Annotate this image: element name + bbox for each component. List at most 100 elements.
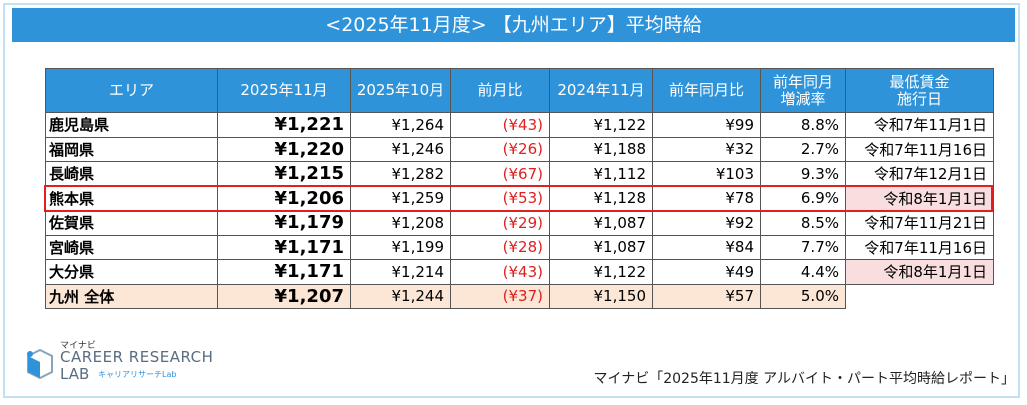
table-body: 鹿児島県 ¥1,221 ¥1,264 (¥43) ¥1,122 ¥99 8.8% 令和7年11…: [45, 112, 994, 309]
table-cell: ¥1,208: [350, 210, 451, 236]
table-cell: ¥1,220: [217, 136, 351, 162]
table-cell: 鹿児島県: [45, 112, 218, 138]
total-row: 九州 全体 ¥1,207 ¥1,244 (¥37) ¥1,150 ¥57 5.0%: [45, 283, 994, 309]
table-cell: ¥57: [652, 283, 761, 309]
table-cell: ¥1,112: [549, 161, 653, 187]
source: マイナビ「2025年11月度 アルバイト・パート平均時給レポート」: [593, 371, 1015, 387]
table-cell: ¥1,087: [549, 234, 653, 260]
header-line: エリア: [108, 81, 154, 99]
column-header: 前年同月比: [652, 68, 761, 113]
column-header: 2025年11月: [217, 68, 351, 113]
table-cell: ¥84: [652, 234, 761, 260]
table-cell: 宮崎県: [45, 234, 218, 260]
table-cell: ¥49: [652, 259, 761, 285]
header-line: 2025年11月: [240, 81, 328, 99]
table-row: 鹿児島県 ¥1,221 ¥1,264 (¥43) ¥1,122 ¥99 8.8% 令和7年11…: [45, 112, 994, 138]
table-cell: (¥43): [450, 259, 550, 285]
table-cell: 9.3%: [760, 161, 846, 187]
table-cell: 令和7年12月1日: [845, 161, 994, 187]
column-header: 前月比: [450, 68, 550, 113]
table-cell: 令和8年1月1日: [845, 185, 994, 211]
header-line: 前年同月比: [668, 81, 744, 99]
logo: マイナビ CAREER RESEARCH LAB キャリアリサーチLab: [22, 338, 222, 388]
table-cell: (¥43): [450, 112, 550, 138]
table-cell: ¥1,179: [217, 210, 351, 236]
header-row: エリア 2025年11月 2025年10月 前月比 2024年11月 前年同月比 前年同月増…: [45, 68, 994, 113]
table-row: 大分県 ¥1,171 ¥1,214 (¥43) ¥1,122 ¥49 4.4% 令和8年1月1…: [45, 259, 994, 285]
table-cell: (¥53): [450, 185, 550, 211]
table-cell: (¥37): [450, 283, 550, 309]
logo-line2: LAB: [60, 365, 90, 383]
header-line: 前年同月: [772, 72, 833, 91]
table-cell: (¥28): [450, 234, 550, 260]
table-cell: ¥78: [652, 185, 761, 211]
logo-line1: CAREER RESEARCH: [60, 348, 214, 366]
table-cell: ¥1,264: [350, 112, 451, 138]
empty-cell: [845, 284, 994, 309]
table-cell: ¥1,207: [217, 283, 351, 309]
table-cell: ¥1,199: [350, 234, 451, 260]
table-cell: 7.7%: [760, 234, 846, 260]
table-cell: ¥1,221: [217, 112, 351, 138]
table-row: 宮崎県 ¥1,171 ¥1,199 (¥28) ¥1,087 ¥84 7.7% 令和7年11月…: [45, 234, 994, 260]
table-cell: 令和7年11月21日: [845, 210, 994, 236]
table-cell: ¥1,122: [549, 112, 653, 138]
column-header: エリア: [45, 68, 218, 113]
table-cell: 2.7%: [760, 136, 846, 162]
table-row: 熊本県 ¥1,206 ¥1,259 (¥53) ¥1,128 ¥78 6.9% 令和8年1月1…: [45, 185, 994, 211]
table-cell: 令和7年11月1日: [845, 112, 994, 138]
table-cell: ¥1,188: [549, 136, 653, 162]
wage-table: エリア 2025年11月 2025年10月 前月比 2024年11月 前年同月比 前年同月増…: [45, 68, 994, 309]
table-cell: ¥92: [652, 210, 761, 236]
header-line: 施行日: [896, 89, 942, 108]
table-cell: ¥1,206: [217, 185, 351, 211]
table-cell: ¥1,171: [217, 259, 351, 285]
table-cell: 4.4%: [760, 259, 846, 285]
table-cell: ¥1,150: [549, 283, 653, 309]
header-line: 最低賃金: [889, 72, 950, 91]
title-bar: <2025年11月度> 【九州エリア】平均時給: [12, 8, 1015, 42]
table-cell: ¥1,128: [549, 185, 653, 211]
table-cell: ¥1,244: [350, 283, 451, 309]
logo-brand: マイナビ: [60, 341, 96, 351]
table-cell: 令和7年11月16日: [845, 136, 994, 162]
table-cell: 佐賀県: [45, 210, 218, 236]
table-cell: ¥1,087: [549, 210, 653, 236]
table-cell: (¥29): [450, 210, 550, 236]
table-cell: ¥1,259: [350, 185, 451, 211]
table-cell: ¥1,282: [350, 161, 451, 187]
header-line: 2025年10月: [356, 81, 445, 99]
table-cell: 令和8年1月1日: [845, 259, 994, 285]
logo-sub: キャリアリサーチLab: [98, 370, 177, 379]
table-cell: ¥1,171: [217, 234, 351, 260]
table-cell: 大分県: [45, 259, 218, 285]
table-cell: 8.8%: [760, 112, 846, 138]
header-line: 前月比: [477, 81, 523, 99]
table-cell: 長崎県: [45, 161, 218, 187]
header-line: 2024年11月: [557, 81, 645, 99]
table-cell: (¥67): [450, 161, 550, 187]
column-header: 2024年11月: [549, 68, 653, 113]
logo-icon: [27, 348, 53, 380]
header-line: 増減率: [780, 89, 826, 108]
table-cell: ¥103: [652, 161, 761, 187]
table-cell: 福岡県: [45, 136, 218, 162]
column-header: 2025年10月: [350, 68, 451, 113]
table-cell: 九州 全体: [45, 283, 218, 309]
table-cell: ¥1,214: [350, 259, 451, 285]
table-row: 福岡県 ¥1,220 ¥1,246 (¥26) ¥1,188 ¥32 2.7% 令和7年11月…: [45, 136, 994, 162]
table-cell: ¥32: [652, 136, 761, 162]
frame: [3, 3, 1020, 398]
table-row: 佐賀県 ¥1,179 ¥1,208 (¥29) ¥1,087 ¥92 8.5% 令和7年11月…: [45, 210, 994, 236]
table-row: 長崎県 ¥1,215 ¥1,282 (¥67) ¥1,112 ¥103 9.3% 令和7年12…: [45, 161, 994, 187]
table-cell: ¥1,215: [217, 161, 351, 187]
table-cell: 5.0%: [760, 283, 846, 309]
table-cell: (¥26): [450, 136, 550, 162]
table-cell: ¥1,122: [549, 259, 653, 285]
table-cell: 8.5%: [760, 210, 846, 236]
table-cell: 熊本県: [45, 185, 218, 211]
table-cell: 6.9%: [760, 185, 846, 211]
table-cell: ¥1,246: [350, 136, 451, 162]
column-header: 最低賃金 施行日: [845, 68, 994, 113]
